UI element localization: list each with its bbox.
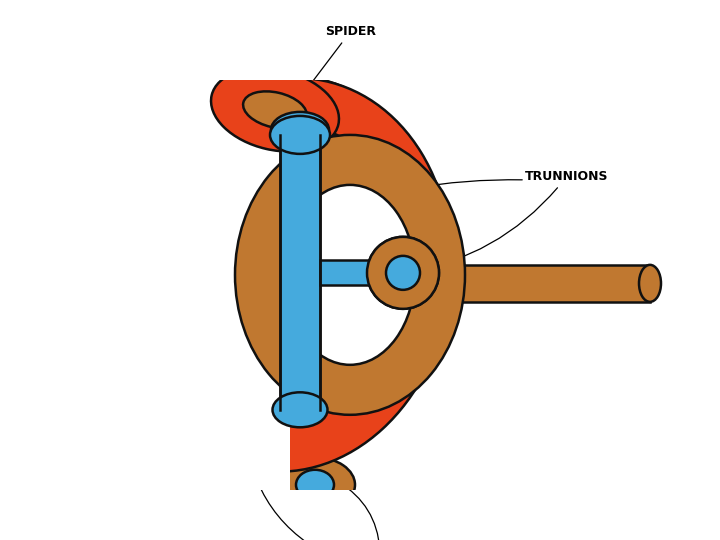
Text: ALWAYS LEARNING: ALWAYS LEARNING — [7, 508, 132, 521]
Polygon shape — [280, 135, 320, 410]
Text: Copyright © 2017 by Pearson Education, Inc.
All Rights Reserved: Copyright © 2017 by Pearson Education, I… — [407, 506, 642, 530]
Ellipse shape — [271, 112, 329, 148]
Text: PEARSON: PEARSON — [622, 505, 711, 523]
Ellipse shape — [182, 150, 372, 400]
Ellipse shape — [114, 76, 446, 474]
Polygon shape — [400, 265, 650, 302]
Text: TRUNNIONS: TRUNNIONS — [407, 170, 608, 274]
Ellipse shape — [387, 260, 413, 286]
Polygon shape — [273, 240, 291, 315]
Ellipse shape — [238, 180, 388, 390]
Ellipse shape — [243, 91, 307, 129]
Text: A simple universal joint (U-joint).: A simple universal joint (U-joint). — [176, 30, 595, 55]
Text: Automotive Steering, Suspension and Alignment, 7e
James D. Halderman: Automotive Steering, Suspension and Alig… — [155, 506, 428, 530]
Polygon shape — [0, 0, 290, 540]
Ellipse shape — [639, 265, 661, 302]
Ellipse shape — [367, 237, 439, 309]
Text: SPIDER: SPIDER — [287, 25, 376, 114]
Ellipse shape — [0, 265, 11, 302]
Ellipse shape — [285, 185, 415, 365]
Ellipse shape — [125, 78, 451, 471]
Ellipse shape — [170, 125, 406, 424]
Ellipse shape — [272, 393, 328, 427]
Ellipse shape — [296, 470, 334, 500]
Ellipse shape — [188, 130, 438, 440]
Polygon shape — [0, 265, 195, 302]
Ellipse shape — [386, 256, 420, 290]
Ellipse shape — [132, 100, 422, 450]
Ellipse shape — [159, 123, 401, 427]
Ellipse shape — [275, 457, 355, 512]
Ellipse shape — [367, 237, 439, 309]
Ellipse shape — [270, 116, 330, 154]
Ellipse shape — [387, 260, 413, 286]
Text: YOKES: YOKES — [338, 482, 403, 540]
Polygon shape — [320, 260, 400, 285]
Ellipse shape — [235, 135, 465, 415]
Ellipse shape — [386, 256, 420, 290]
Text: FIGURE 16.7: FIGURE 16.7 — [27, 30, 201, 55]
Polygon shape — [280, 135, 320, 410]
Ellipse shape — [272, 393, 328, 427]
Polygon shape — [320, 260, 400, 285]
Ellipse shape — [270, 116, 330, 154]
Ellipse shape — [211, 68, 339, 152]
